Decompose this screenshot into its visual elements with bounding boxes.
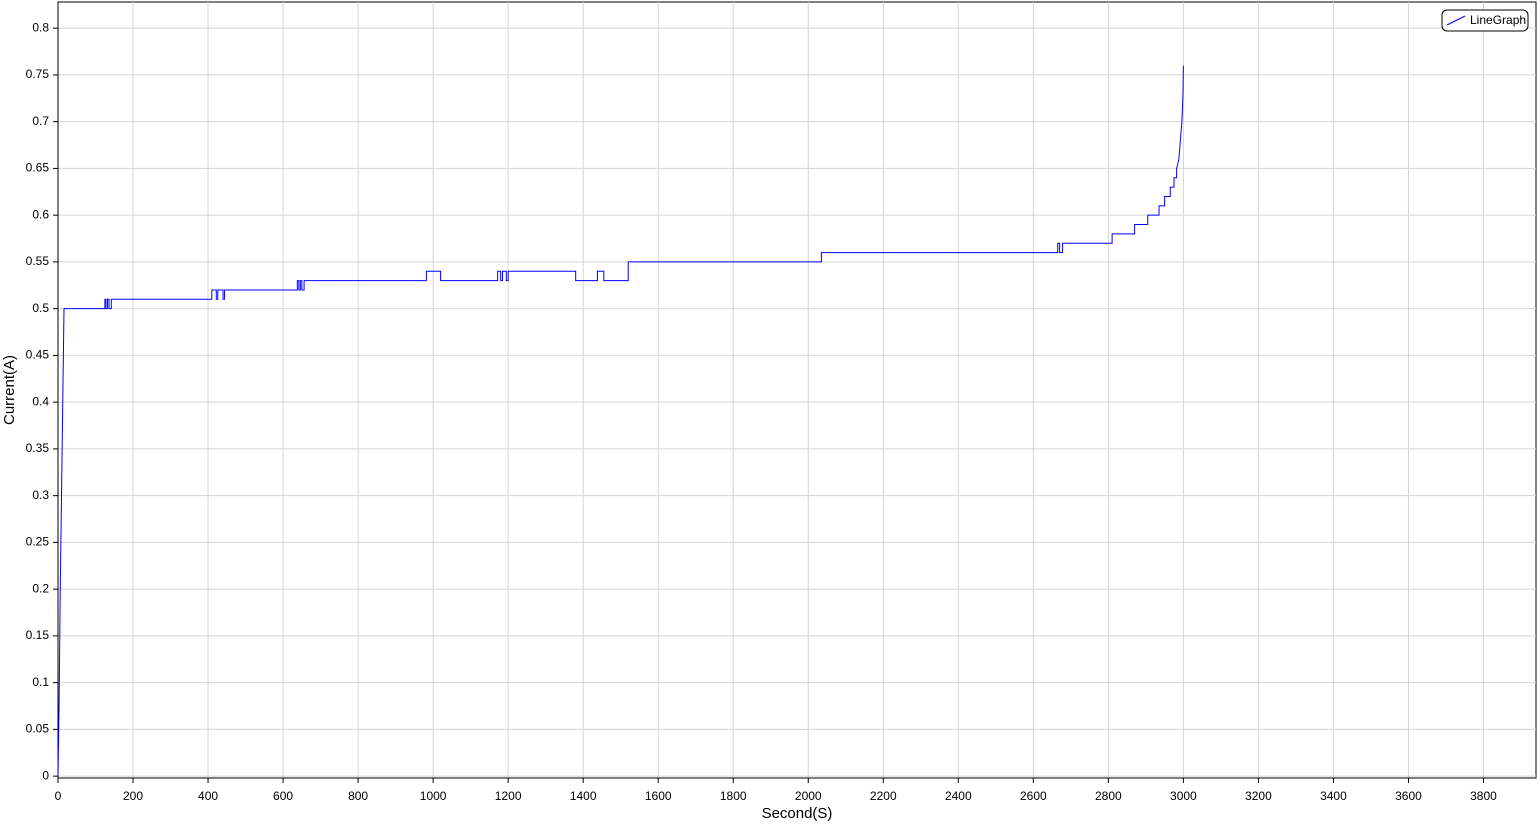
y-tick-label: 0.8 — [32, 20, 49, 34]
y-tick-label: 0.35 — [26, 441, 50, 455]
x-tick-label: 2200 — [870, 789, 897, 803]
x-tick-label: 2400 — [945, 789, 972, 803]
x-tick-label: 3000 — [1170, 789, 1197, 803]
x-tick-label: 1800 — [720, 789, 747, 803]
x-tick-label: 2800 — [1095, 789, 1122, 803]
y-tick-label: 0.3 — [32, 488, 49, 502]
legend-swatch — [1446, 15, 1466, 26]
x-tick-label: 0 — [55, 789, 62, 803]
x-tick-label: 1400 — [570, 789, 597, 803]
x-tick-label: 3800 — [1470, 789, 1497, 803]
y-tick-label: 0.1 — [32, 675, 49, 689]
x-tick-label: 600 — [273, 789, 293, 803]
x-axis-label: Second(S) — [762, 805, 833, 822]
x-tick-label: 400 — [198, 789, 218, 803]
y-tick-label: 0.25 — [26, 535, 50, 549]
y-tick-label: 0.5 — [32, 301, 49, 315]
y-axis-label: Current(A) — [1, 355, 18, 425]
plot-area — [57, 1, 1537, 779]
x-tick-label: 200 — [123, 789, 143, 803]
y-tick-label: 0.15 — [26, 628, 50, 642]
x-tick-label: 800 — [348, 789, 368, 803]
x-tick-label: 2600 — [1020, 789, 1047, 803]
y-tick-label: 0.4 — [32, 394, 49, 408]
x-tick-label: 3600 — [1395, 789, 1422, 803]
y-tick-label: 0.65 — [26, 161, 50, 175]
x-tick-label: 1200 — [495, 789, 522, 803]
x-tick-label: 1000 — [420, 789, 447, 803]
y-tick-label: 0 — [42, 768, 49, 782]
y-tick-label: 0.2 — [32, 581, 49, 595]
legend-box — [1441, 9, 1529, 32]
y-tick-label: 0.45 — [26, 348, 50, 362]
x-tick-label: 3400 — [1320, 789, 1347, 803]
y-tick-label: 0.6 — [32, 207, 49, 221]
y-tick-label: 0.55 — [26, 254, 50, 268]
legend-label: LineGraph — [1470, 13, 1526, 27]
x-tick-label: 2000 — [795, 789, 822, 803]
y-tick-label: 0.75 — [26, 67, 50, 81]
y-tick-label: 0.7 — [32, 114, 49, 128]
x-tick-label: 1600 — [645, 789, 672, 803]
y-tick-label: 0.05 — [26, 722, 50, 736]
data-line — [57, 65, 1184, 777]
x-tick-label: 3200 — [1245, 789, 1272, 803]
